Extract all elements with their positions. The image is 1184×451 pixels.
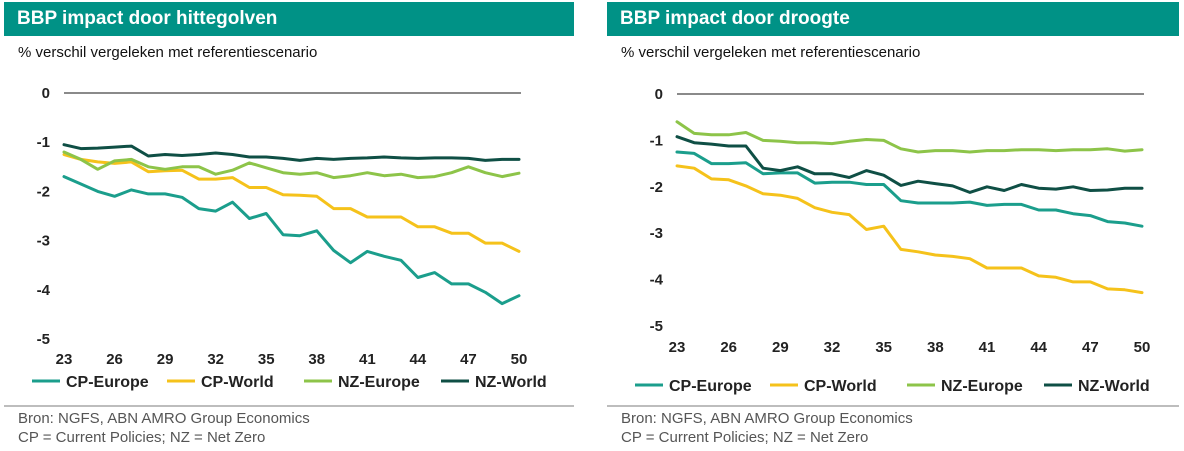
x-tick-label: 38 [927,339,944,356]
y-tick-label: -1 [650,132,663,149]
x-tick-label: 44 [410,351,427,368]
chart-panel-heatwaves: BBP impact door hittegolven % verschil v… [4,0,574,451]
y-tick-label: -4 [37,282,51,299]
chart-subtitle: % verschil vergeleken met referentiescen… [18,44,318,61]
y-tick-label: -3 [37,233,50,250]
x-tick-label: 29 [772,339,789,356]
y-tick-label: -1 [37,134,50,151]
line-chart-heatwaves: 0 -1 -2 -3 -4 -5 23 26 29 32 35 38 41 44 47 50 CP-Europe… [32,85,547,391]
series-line-cp-world [62,153,521,253]
chart-panel-drought: BBP impact door droogte % verschil verge… [607,0,1179,451]
series-line-cp-europe [62,175,521,306]
x-tick-label: 26 [106,351,123,368]
source-line: Bron: NGFS, ABN AMRO Group Economics [18,410,310,427]
x-tick-label: 38 [308,351,325,368]
series-line-nz-europe [62,150,521,180]
series-line-cp-europe [675,150,1144,228]
series-line-nz-world [675,135,1144,194]
y-tick-label: -3 [650,225,663,242]
y-tick-label: -2 [37,183,50,200]
x-tick-label: 32 [207,351,224,368]
legend-label-nz-europe: NZ-Europe [941,378,1023,395]
x-tick-label: 41 [359,351,376,368]
x-tick-label: 41 [979,339,996,356]
divider [607,405,1179,407]
source-note: Bron: NGFS, ABN AMRO Group Economics CP … [18,409,310,447]
legend-label-nz-world: NZ-World [1078,378,1150,395]
series-line-nz-europe [675,120,1144,154]
legend-label-cp-world: CP-World [804,378,877,395]
x-tick-label: 23 [56,351,73,368]
x-tick-label: 35 [875,339,892,356]
x-tick-label: 50 [511,351,528,368]
chart-subtitle: % verschil vergeleken met referentiescen… [621,44,921,61]
x-tick-label: 29 [157,351,174,368]
x-tick-label: 35 [258,351,275,368]
x-tick-label: 26 [720,339,737,356]
x-tick-label: 47 [1082,339,1099,356]
y-tick-label: -5 [650,318,663,335]
y-tick-label: -5 [37,331,50,348]
abbreviation-line: CP = Current Policies; NZ = Net Zero [18,429,266,446]
x-tick-label: 47 [460,351,477,368]
legend-label-cp-world: CP-World [201,374,274,391]
y-tick-label: -4 [650,272,664,289]
x-tick-label: 44 [1030,339,1047,356]
series-line-nz-world [62,143,521,162]
legend-label-cp-europe: CP-Europe [669,378,752,395]
legend-label-cp-europe: CP-Europe [66,374,149,391]
abbreviation-line: CP = Current Policies; NZ = Net Zero [621,429,869,446]
y-tick-label: 0 [655,86,663,103]
chart-title: BBP impact door hittegolven [4,2,574,36]
line-chart-drought: 0 -1 -2 -3 -4 -5 23 26 29 32 35 38 41 44 47 50 CP-Europe… [635,86,1151,395]
legend-label-nz-europe: NZ-Europe [338,374,420,391]
x-tick-label: 23 [669,339,686,356]
chart-title: BBP impact door droogte [607,2,1179,36]
source-note: Bron: NGFS, ABN AMRO Group Economics CP … [621,409,913,447]
y-tick-label: -2 [650,179,663,196]
x-tick-label: 32 [824,339,841,356]
source-line: Bron: NGFS, ABN AMRO Group Economics [621,410,913,427]
y-tick-label: 0 [42,85,50,102]
series-line-cp-world [675,164,1144,295]
x-tick-label: 50 [1134,339,1151,356]
divider [4,405,574,407]
legend-label-nz-world: NZ-World [475,374,547,391]
